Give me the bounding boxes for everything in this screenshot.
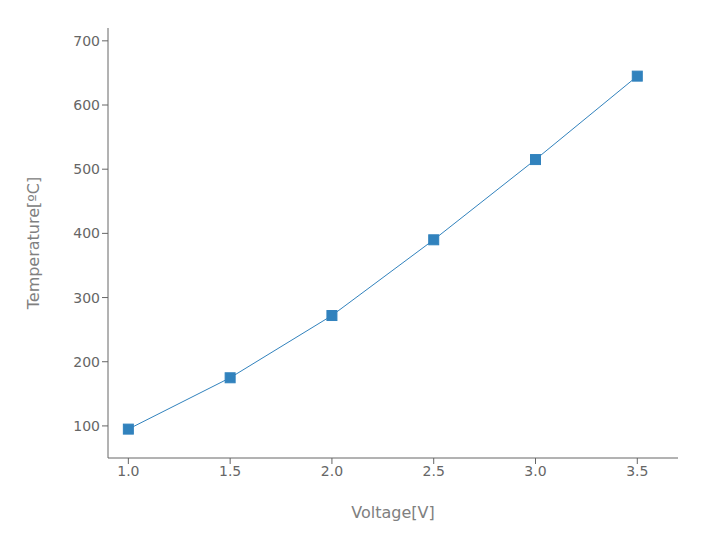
svg-text:300: 300: [73, 290, 100, 306]
svg-text:100: 100: [73, 418, 100, 434]
svg-text:1.0: 1.0: [117, 463, 139, 479]
svg-text:700: 700: [73, 33, 100, 49]
svg-text:3.5: 3.5: [626, 463, 648, 479]
svg-text:2.5: 2.5: [423, 463, 445, 479]
svg-text:2.0: 2.0: [321, 463, 343, 479]
svg-text:500: 500: [73, 161, 100, 177]
svg-text:200: 200: [73, 354, 100, 370]
svg-text:3.0: 3.0: [524, 463, 546, 479]
svg-text:Temperature[ºC]: Temperature[ºC]: [24, 177, 43, 311]
svg-text:400: 400: [73, 225, 100, 241]
svg-text:600: 600: [73, 97, 100, 113]
svg-text:Voltage[V]: Voltage[V]: [351, 503, 434, 522]
svg-text:1.5: 1.5: [219, 463, 241, 479]
